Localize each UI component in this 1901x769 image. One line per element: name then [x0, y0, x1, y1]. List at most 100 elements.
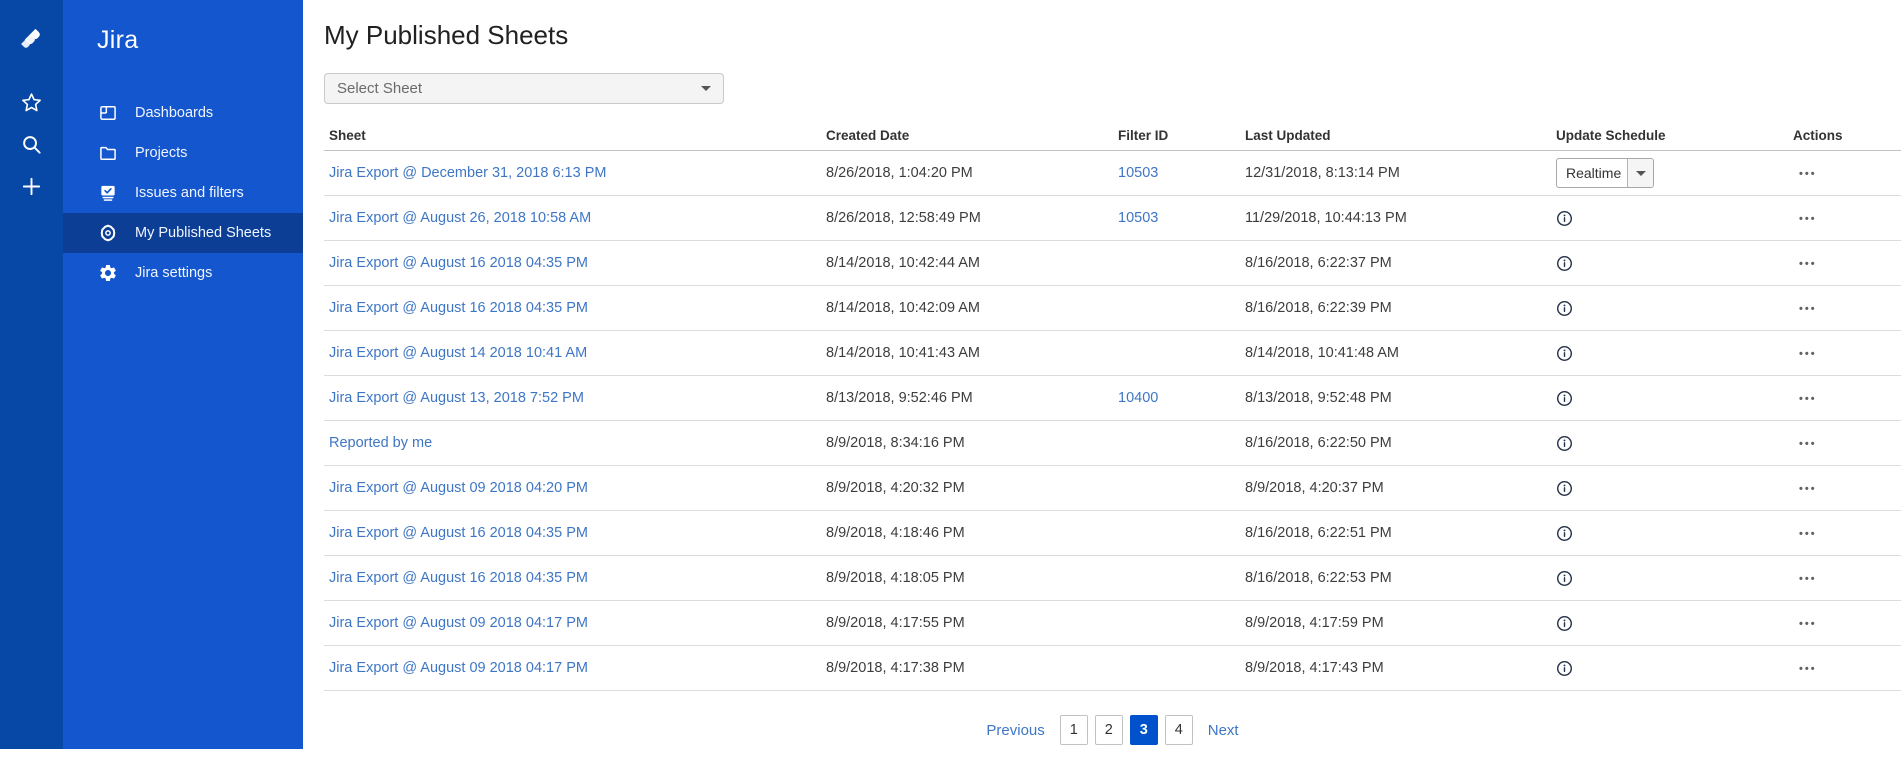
created-date-cell: 8/9/2018, 4:18:46 PM [821, 525, 1113, 541]
created-date-cell: 8/13/2018, 9:52:46 PM [821, 390, 1113, 406]
col-header-filter-id: Filter ID [1113, 128, 1240, 143]
sheets-table: Sheet Created Date Filter ID Last Update… [324, 121, 1901, 691]
next-page-link[interactable]: Next [1208, 722, 1239, 739]
schedule-info-icon[interactable] [1556, 613, 1576, 633]
sidebar-item-label: Issues and filters [135, 185, 244, 201]
filter-id-link[interactable]: 10503 [1118, 165, 1158, 181]
last-updated-cell: 8/9/2018, 4:17:43 PM [1240, 660, 1551, 676]
table-row: Reported by me 8/9/2018, 8:34:16 PM 8/16… [324, 421, 1901, 466]
page-button-2[interactable]: 2 [1095, 715, 1123, 745]
sheet-link[interactable]: Jira Export @ August 13, 2018 7:52 PM [329, 390, 584, 406]
sidebar-item-issues-and-filters[interactable]: Issues and filters [63, 173, 303, 213]
sheet-link[interactable]: Reported by me [329, 435, 432, 451]
page-button-3-active[interactable]: 3 [1130, 715, 1158, 745]
chevron-down-icon [701, 86, 711, 91]
app-rail [0, 0, 63, 749]
previous-page-link[interactable]: Previous [986, 722, 1044, 739]
row-actions-button[interactable]: ••• [1793, 661, 1823, 677]
row-actions-button[interactable]: ••• [1793, 526, 1823, 542]
sidebar-item-label: Dashboards [135, 105, 213, 121]
created-date-cell: 8/14/2018, 10:42:44 AM [821, 255, 1113, 271]
row-actions-button[interactable]: ••• [1793, 616, 1823, 632]
last-updated-cell: 11/29/2018, 10:44:13 PM [1240, 210, 1551, 226]
issues-icon [97, 182, 119, 204]
schedule-info-icon[interactable] [1556, 388, 1576, 408]
sheet-link[interactable]: Jira Export @ August 09 2018 04:17 PM [329, 615, 588, 631]
col-header-actions: Actions [1788, 128, 1901, 143]
row-actions-button[interactable]: ••• [1793, 301, 1823, 317]
select-sheet-dropdown[interactable]: Select Sheet [324, 73, 724, 104]
table-row: Jira Export @ December 31, 2018 6:13 PM … [324, 151, 1901, 196]
sheet-link[interactable]: Jira Export @ August 16 2018 04:35 PM [329, 525, 588, 541]
sheet-link[interactable]: Jira Export @ August 09 2018 04:20 PM [329, 480, 588, 496]
sidebar-item-label: Projects [135, 145, 187, 161]
target-icon [97, 222, 119, 244]
row-actions-button[interactable]: ••• [1793, 481, 1823, 497]
table-row: Jira Export @ August 26, 2018 10:58 AM 8… [324, 196, 1901, 241]
sheet-link[interactable]: Jira Export @ August 16 2018 04:35 PM [329, 300, 588, 316]
last-updated-cell: 8/16/2018, 6:22:51 PM [1240, 525, 1551, 541]
sheet-link[interactable]: Jira Export @ December 31, 2018 6:13 PM [329, 165, 606, 181]
col-header-created-date: Created Date [821, 128, 1113, 143]
row-actions-button[interactable]: ••• [1793, 256, 1823, 272]
last-updated-cell: 8/16/2018, 6:22:39 PM [1240, 300, 1551, 316]
main-content: My Published Sheets Select Sheet Sheet C… [303, 20, 1901, 745]
pagination: Previous 1 2 3 4 Next [324, 715, 1901, 745]
row-actions-button[interactable]: ••• [1793, 571, 1823, 587]
folder-icon [97, 142, 119, 164]
row-actions-button[interactable]: ••• [1793, 346, 1823, 362]
sidebar-nav: Dashboards Projects Issues and filters [63, 93, 303, 293]
sidebar-item-jira-settings[interactable]: Jira settings [63, 253, 303, 293]
schedule-info-icon[interactable] [1556, 478, 1576, 498]
filter-id-link[interactable]: 10400 [1118, 390, 1158, 406]
sidebar-item-dashboards[interactable]: Dashboards [63, 93, 303, 133]
schedule-info-icon[interactable] [1556, 298, 1576, 318]
last-updated-cell: 8/16/2018, 6:22:50 PM [1240, 435, 1551, 451]
jira-logo-icon[interactable] [18, 24, 46, 57]
sheet-link[interactable]: Jira Export @ August 16 2018 04:35 PM [329, 255, 588, 271]
last-updated-cell: 8/14/2018, 10:41:48 AM [1240, 345, 1551, 361]
sheet-link[interactable]: Jira Export @ August 14 2018 10:41 AM [329, 345, 587, 361]
row-actions-button[interactable]: ••• [1793, 166, 1823, 182]
table-row: Jira Export @ August 09 2018 04:20 PM 8/… [324, 466, 1901, 511]
row-actions-button[interactable]: ••• [1793, 211, 1823, 227]
schedule-info-icon[interactable] [1556, 568, 1576, 588]
created-date-cell: 8/14/2018, 10:41:43 AM [821, 345, 1113, 361]
sidebar-item-my-published-sheets[interactable]: My Published Sheets [63, 213, 303, 253]
row-actions-button[interactable]: ••• [1793, 436, 1823, 452]
col-header-update-schedule: Update Schedule [1551, 128, 1788, 143]
sidebar-item-projects[interactable]: Projects [63, 133, 303, 173]
select-sheet-value: Select Sheet [337, 80, 422, 97]
table-row: Jira Export @ August 09 2018 04:17 PM 8/… [324, 646, 1901, 691]
last-updated-cell: 8/13/2018, 9:52:48 PM [1240, 390, 1551, 406]
table-row: Jira Export @ August 16 2018 04:35 PM 8/… [324, 241, 1901, 286]
sheet-link[interactable]: Jira Export @ August 09 2018 04:17 PM [329, 660, 588, 676]
created-date-cell: 8/14/2018, 10:42:09 AM [821, 300, 1113, 316]
page-button-1[interactable]: 1 [1060, 715, 1088, 745]
table-header-row: Sheet Created Date Filter ID Last Update… [324, 121, 1901, 151]
sidebar-item-label: Jira settings [135, 265, 212, 281]
table-row: Jira Export @ August 13, 2018 7:52 PM 8/… [324, 376, 1901, 421]
update-schedule-select[interactable]: Realtime [1556, 158, 1654, 188]
sheet-link[interactable]: Jira Export @ August 16 2018 04:35 PM [329, 570, 588, 586]
row-actions-button[interactable]: ••• [1793, 391, 1823, 407]
created-date-cell: 8/9/2018, 4:17:38 PM [821, 660, 1113, 676]
search-icon[interactable] [15, 127, 49, 161]
filter-id-link[interactable]: 10503 [1118, 210, 1158, 226]
schedule-info-icon[interactable] [1556, 253, 1576, 273]
last-updated-cell: 8/16/2018, 6:22:37 PM [1240, 255, 1551, 271]
schedule-info-icon[interactable] [1556, 433, 1576, 453]
table-row: Jira Export @ August 14 2018 10:41 AM 8/… [324, 331, 1901, 376]
last-updated-cell: 8/16/2018, 6:22:53 PM [1240, 570, 1551, 586]
gear-icon [97, 262, 119, 284]
created-date-cell: 8/26/2018, 1:04:20 PM [821, 165, 1113, 181]
create-plus-icon[interactable] [15, 169, 49, 203]
schedule-info-icon[interactable] [1556, 208, 1576, 228]
favorites-star-icon[interactable] [15, 85, 49, 119]
sheet-link[interactable]: Jira Export @ August 26, 2018 10:58 AM [329, 210, 591, 226]
schedule-info-icon[interactable] [1556, 658, 1576, 678]
table-row: Jira Export @ August 16 2018 04:35 PM 8/… [324, 511, 1901, 556]
schedule-info-icon[interactable] [1556, 343, 1576, 363]
schedule-info-icon[interactable] [1556, 523, 1576, 543]
page-button-4[interactable]: 4 [1165, 715, 1193, 745]
